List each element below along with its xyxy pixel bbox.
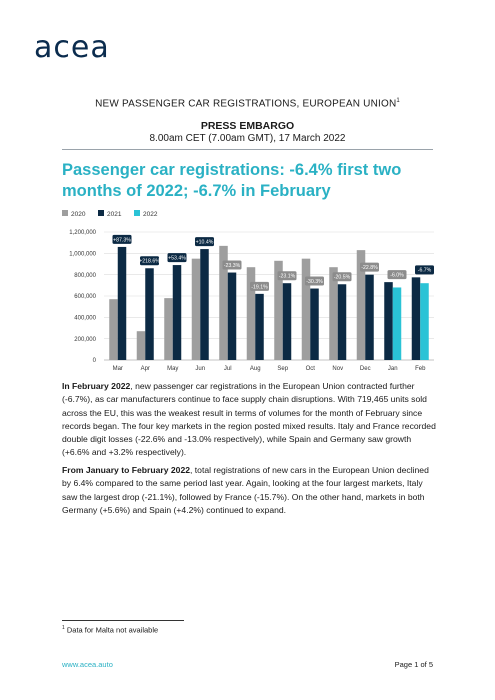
- registrations-chart: 2020 2021 2022 0 200,000 400,000 600,000 800,00…: [62, 210, 434, 372]
- paragraph-text: , total registrations of new cars in the…: [62, 465, 429, 515]
- x-tick-label: Dec: [360, 366, 371, 372]
- bar-2022: [420, 283, 429, 360]
- footnote-number: 1: [62, 625, 65, 631]
- footnote-ref: 1: [396, 98, 400, 104]
- y-tick-label: 400,000: [74, 316, 96, 322]
- bar-2020: [329, 267, 338, 360]
- bar-2021: [200, 249, 209, 360]
- divider: [62, 149, 433, 150]
- change-label: -30.3%: [306, 279, 323, 285]
- legend-label: 2021: [107, 211, 122, 218]
- bar-2021: [117, 246, 127, 360]
- x-tick-label: Feb: [415, 366, 426, 372]
- change-label: -23.3%: [224, 263, 241, 269]
- x-tick-label: Jun: [195, 366, 205, 372]
- change-label: -22.8%: [361, 265, 378, 271]
- paragraph-text: , new passenger car registrations in the…: [62, 381, 436, 458]
- x-tick-label: Apr: [141, 366, 150, 372]
- change-label: -23.1%: [279, 274, 296, 280]
- bar-2021: [255, 293, 264, 360]
- y-tick-label: 1,200,000: [69, 230, 96, 236]
- legend-swatch: [62, 210, 68, 216]
- change-label-bg: [360, 262, 379, 272]
- bar-2021: [227, 272, 237, 360]
- x-tick-label: May: [167, 366, 178, 372]
- x-tick-label: Sep: [277, 366, 288, 372]
- website-link[interactable]: www.acea.auto: [62, 660, 113, 669]
- change-label: -19.1%: [251, 284, 268, 290]
- y-tick-label: 0: [93, 358, 97, 364]
- legend-swatch: [98, 210, 104, 216]
- change-label-bg: [250, 281, 269, 291]
- change-label: +10.4%: [196, 239, 214, 245]
- paragraph-jan-feb: From January to February 2022, total reg…: [62, 464, 437, 517]
- x-tick-label: Mar: [113, 366, 123, 372]
- bar-2021: [365, 274, 374, 360]
- legend-label: 2022: [143, 211, 158, 218]
- report-title: NEW PASSENGER CAR REGISTRATIONS, EUROPEA…: [0, 98, 495, 109]
- legend-label: 2020: [71, 211, 86, 218]
- change-label-bg: [140, 256, 159, 266]
- bar-2022: [392, 287, 402, 360]
- bar-2021: [145, 268, 154, 360]
- change-label: +53.4%: [168, 255, 186, 261]
- paragraph-february: In February 2022, new passenger car regi…: [62, 380, 437, 460]
- paragraph-lead: In February 2022: [62, 381, 131, 391]
- change-label-bg: [222, 260, 242, 270]
- bar-2020: [164, 298, 173, 360]
- bar-2020: [136, 331, 146, 360]
- change-label: -6.0%: [390, 273, 404, 279]
- bar-2020: [109, 299, 118, 360]
- x-tick-label: Oct: [306, 366, 316, 372]
- bar-2021: [411, 277, 421, 360]
- y-tick-label: 200,000: [74, 337, 96, 343]
- headline: Passenger car registrations: -6.4% first…: [62, 161, 402, 200]
- change-label-bg: [415, 265, 434, 275]
- footnote-text: Data for Malta not available: [66, 625, 159, 635]
- bar-2020: [274, 260, 283, 360]
- x-tick-label: Aug: [250, 366, 261, 372]
- bar-2021: [282, 283, 292, 360]
- bar-2020: [219, 245, 228, 360]
- y-tick-label: 1,000,000: [69, 252, 96, 258]
- change-label-bg: [195, 237, 214, 247]
- legend-swatch: [134, 210, 140, 216]
- change-label-bg: [332, 272, 352, 282]
- bar-2020: [191, 258, 201, 360]
- footnote-divider: [62, 620, 184, 621]
- change-label-bg: [387, 270, 407, 280]
- bar-2021: [310, 288, 319, 360]
- bar-2021: [172, 265, 182, 360]
- y-tick-label: 600,000: [74, 294, 96, 300]
- change-label-bg: [167, 253, 187, 263]
- bar-2021: [337, 284, 347, 360]
- change-label-bg: [112, 234, 132, 244]
- change-label: +218.6%: [139, 259, 160, 265]
- footnote: 1 Data for Malta not available: [62, 625, 158, 635]
- paragraph-lead: From January to February 2022: [62, 465, 190, 475]
- bar-2020: [246, 267, 256, 360]
- x-tick-label: Nov: [332, 366, 343, 372]
- y-tick-label: 800,000: [74, 273, 96, 279]
- change-label: -6.7%: [418, 268, 432, 274]
- change-label-bg: [305, 276, 324, 286]
- acea-logo: acea: [34, 30, 110, 65]
- change-label: +87.3%: [113, 237, 131, 243]
- change-label: -20.5%: [334, 275, 351, 281]
- change-label-bg: [277, 271, 297, 281]
- x-tick-label: Jan: [388, 366, 398, 372]
- press-embargo: PRESS EMBARGO: [200, 120, 295, 132]
- bar-2020: [356, 250, 366, 360]
- embargo-time: 8.00am CET (7.00am GMT), 17 March 2022: [149, 133, 346, 144]
- report-title-text: NEW PASSENGER CAR REGISTRATIONS, EUROPEA…: [95, 98, 397, 110]
- x-tick-label: Jul: [224, 366, 232, 372]
- page-number: Page 1 of 5: [394, 660, 433, 669]
- bar-2021: [384, 282, 393, 360]
- bar-2020: [301, 258, 311, 360]
